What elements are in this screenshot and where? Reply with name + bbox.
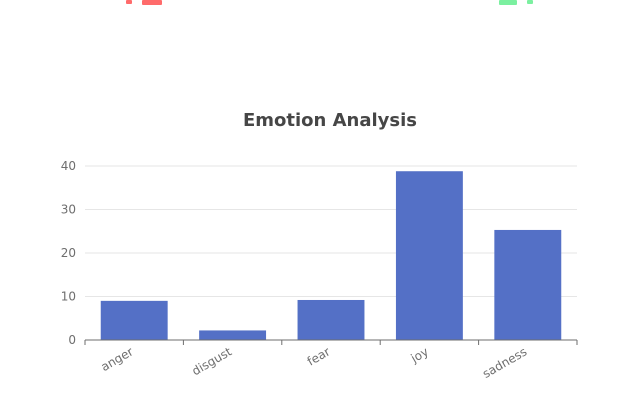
x-tick-label: sadness (480, 344, 529, 380)
y-tick-label: 30 (61, 203, 76, 217)
y-tick-label: 0 (68, 333, 76, 347)
x-tick-label: anger (98, 344, 135, 374)
x-tick-label: disgust (190, 344, 235, 378)
bar-fear (297, 299, 365, 340)
bar-disgust (199, 330, 267, 340)
left-glyph-mark (126, 0, 132, 4)
x-tick-label: fear (305, 344, 333, 368)
bar-joy (395, 171, 463, 340)
y-tick-label: 40 (61, 159, 76, 173)
axes (84, 339, 578, 345)
left-glyph-bar (142, 0, 162, 5)
right-glyph-bar (499, 0, 517, 5)
right-decorative-glyph (497, 0, 537, 5)
x-tick-label: joy (408, 344, 431, 366)
bars (100, 171, 562, 340)
y-tick-label: 10 (61, 290, 76, 304)
right-glyph-mark (527, 0, 533, 4)
bar-sadness (494, 229, 562, 340)
left-decorative-glyph (124, 0, 164, 5)
chart-title: Emotion Analysis (243, 110, 417, 131)
y-tick-label: 20 (61, 246, 76, 260)
bar-anger (100, 300, 168, 340)
